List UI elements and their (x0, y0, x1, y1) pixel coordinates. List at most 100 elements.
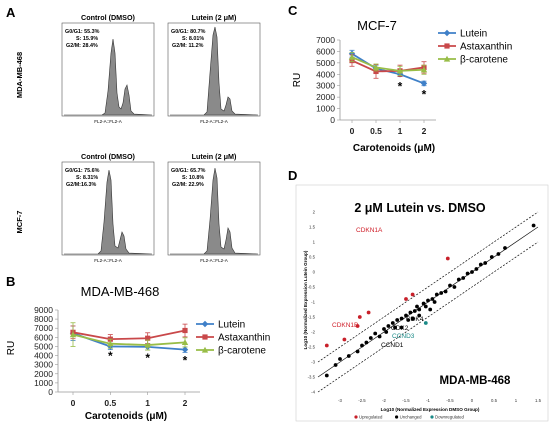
data-point (399, 325, 404, 330)
x-tick-label: 0 (350, 126, 355, 136)
legend-marker (443, 55, 451, 62)
significance-star: * (183, 354, 188, 368)
data-point (366, 310, 371, 315)
chart-c-title: MCF-7 (357, 18, 397, 33)
legend-marker (395, 415, 399, 419)
data-point (368, 336, 373, 340)
y-tick-label: 2000 (34, 369, 53, 379)
flow-xaxis-label: FL2-A::FL2-A (200, 258, 229, 263)
data-point (324, 343, 329, 348)
histogram (170, 26, 259, 116)
data-point (434, 292, 439, 297)
gene-label-ccnd1: CCND1 (381, 342, 404, 349)
data-point (404, 313, 408, 318)
data-point (448, 283, 452, 288)
legend-marker (444, 43, 450, 49)
data-point (423, 304, 428, 309)
legend-label: β-carotene (218, 346, 266, 357)
data-point (456, 277, 461, 282)
data-point (420, 66, 428, 73)
x-tick-label: -2.5 (358, 398, 366, 403)
chart-c-ylabel: RU (292, 73, 303, 87)
y-tick-label: 6000 (316, 46, 335, 56)
significance-star: * (108, 349, 113, 363)
flow-title: Lutein (2 μM) (192, 152, 237, 161)
x-tick-label: 0.5 (104, 398, 116, 408)
data-point (373, 331, 378, 336)
data-point (426, 298, 430, 303)
x-tick-label: 0.5 (491, 398, 498, 403)
flow-stat-g0g1: G0/G1: 80.7% (171, 29, 206, 35)
data-point (364, 340, 369, 345)
flow-title: Lutein (2 μM) (192, 13, 237, 22)
data-point (404, 297, 408, 301)
y-tick-label: 1000 (34, 378, 53, 388)
y-tick-label: 3000 (34, 360, 53, 370)
data-point (478, 262, 483, 267)
data-point (384, 330, 389, 334)
series-line (72, 329, 186, 341)
flow-stat-s: S: 15.9% (76, 36, 98, 42)
data-point (531, 223, 536, 228)
data-point (386, 324, 391, 328)
data-point (372, 64, 380, 71)
significance-star: * (398, 79, 403, 93)
data-point (423, 321, 428, 325)
y-tick-label: -1 (311, 300, 315, 305)
x-tick-label: -0.5 (446, 398, 454, 403)
legend-label: Upregulated (359, 415, 383, 420)
flow-frame (167, 161, 261, 256)
data-point (445, 256, 450, 261)
data-point (357, 315, 362, 319)
data-point (439, 291, 444, 295)
data-point (421, 301, 426, 306)
y-tick-label: 3000 (316, 81, 335, 91)
flow-xaxis-label: FL2-A::FL2-A (94, 258, 123, 263)
legend-label: Unchanged (400, 415, 423, 420)
y-tick-label: 6000 (34, 332, 53, 342)
data-point (324, 373, 329, 378)
y-tick-label: 0 (313, 270, 316, 275)
data-point (69, 331, 77, 338)
threshold-line (317, 241, 539, 393)
legend-marker (430, 415, 434, 419)
significance-star: * (145, 351, 150, 365)
data-point (373, 68, 379, 75)
x-tick-label: -2 (382, 398, 386, 403)
y-tick-label: -3.5 (308, 375, 316, 380)
y-tick-label: 8000 (34, 314, 53, 324)
data-point (395, 318, 400, 322)
gene-label-cdkn1a: CDKN1A (356, 227, 383, 234)
data-point (410, 316, 415, 321)
data-point (382, 327, 386, 331)
flow-stat-g2m: G2/M:16.3% (66, 182, 96, 188)
legend-marker (201, 320, 209, 328)
data-point (377, 334, 382, 339)
legend-label: Downregulated (435, 415, 465, 420)
data-point (432, 300, 437, 304)
data-point (182, 327, 188, 334)
legend-marker (201, 346, 209, 353)
panel-a-letter: A (6, 5, 16, 20)
y-tick-label: 1000 (316, 104, 335, 114)
y-tick-label: -2.5 (308, 345, 316, 350)
flow-plot-mda-control: Control (DMSO) G0/G1: 55.3% S: 15.9% G2/… (61, 13, 155, 124)
x-tick-label: 1.5 (535, 398, 542, 403)
y-tick-label: 7000 (316, 35, 335, 45)
y-tick-label: -4 (311, 390, 315, 395)
data-point (412, 309, 417, 313)
threshold-line (317, 211, 539, 363)
chart-b-xlabel: Carotenoids (μM) (85, 411, 167, 422)
y-tick-label: 0 (48, 387, 53, 397)
flow-plot-mcf-control: Control (DMSO) G0/G1: 75.6% S: 8.31% G2/… (61, 152, 155, 263)
data-point (338, 357, 342, 361)
y-tick-label: 4000 (34, 351, 53, 361)
y-tick-label: -1.5 (308, 315, 316, 320)
legend-marker (443, 29, 451, 37)
data-point (496, 252, 501, 256)
x-tick-label: 1 (398, 126, 403, 136)
histogram (170, 167, 259, 255)
data-point (390, 321, 395, 325)
legend-label: β-carotene (460, 55, 508, 66)
flow-frame (61, 161, 155, 256)
